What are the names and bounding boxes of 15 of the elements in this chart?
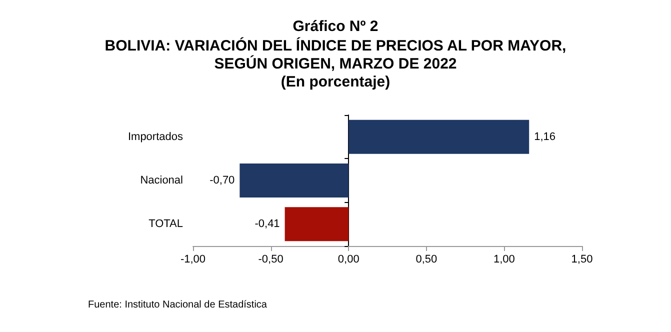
x-tick-label: 0,00: [338, 254, 360, 266]
x-tick-label: -1,00: [180, 254, 206, 266]
x-tick-label: 1,50: [571, 254, 593, 266]
x-tick-label: 0,50: [416, 254, 438, 266]
data-label: 1,16: [534, 130, 556, 143]
y-tick-label: Nacional: [140, 174, 183, 186]
y-tick-label: Importados: [128, 130, 184, 143]
x-tick-label: -0,50: [258, 254, 284, 266]
chart-title: Gráfico Nº 2: [292, 18, 378, 35]
x-tick-label: 1,00: [493, 254, 515, 266]
y-tick-label: TOTAL: [148, 218, 183, 230]
data-label: -0,41: [254, 218, 280, 230]
chart-subtitle: BOLIVIA: VARIACIÓN DEL ÍNDICE DE PRECIOS AL POR MAYOR, SEGÚN ORIGEN, MARZO DE 2022 (En porcentaje): [104, 36, 566, 90]
source-note: Fuente: Instituto Nacional de Estadística: [88, 300, 268, 310]
data-label: -0,70: [210, 174, 235, 186]
